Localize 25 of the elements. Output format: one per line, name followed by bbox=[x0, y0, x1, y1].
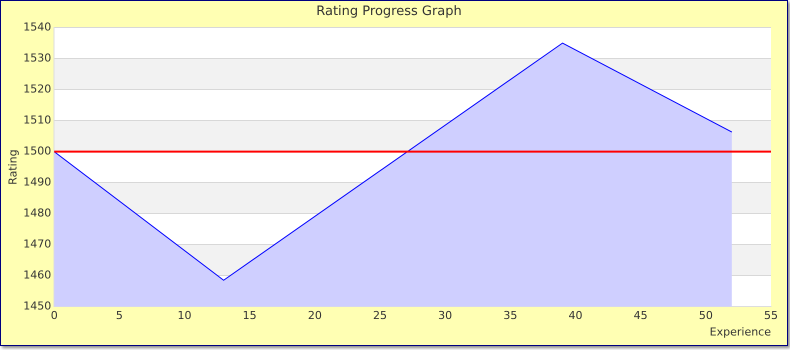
y-tick-label: 1520 bbox=[23, 82, 52, 96]
y-tick-label: 1480 bbox=[23, 206, 52, 220]
x-tick-label: 0 bbox=[50, 309, 58, 322]
y-tick-label: 1490 bbox=[23, 175, 52, 188]
y-tick-label: 1540 bbox=[23, 20, 52, 34]
y-tick-label: 1470 bbox=[23, 237, 52, 250]
x-tick-label: 5 bbox=[116, 309, 123, 322]
y-tick-label: 1500 bbox=[23, 144, 52, 158]
y-tick-label: 1510 bbox=[23, 113, 52, 126]
x-tick-label: 30 bbox=[438, 309, 452, 322]
y-tick-label: 1530 bbox=[23, 51, 52, 64]
x-tick-label: 15 bbox=[242, 309, 257, 322]
chart-title: Rating Progress Graph bbox=[316, 4, 462, 20]
x-axis-title: Experience bbox=[710, 325, 772, 338]
x-tick-label: 50 bbox=[698, 309, 713, 322]
x-tick-label: 25 bbox=[373, 309, 388, 322]
y-tick-label: 1460 bbox=[23, 268, 52, 282]
x-tick-label: 55 bbox=[764, 309, 778, 322]
x-tick-label: 10 bbox=[178, 309, 192, 322]
x-tick-label: 20 bbox=[308, 309, 322, 322]
x-tick-label: 35 bbox=[503, 309, 518, 322]
x-tick-label: 45 bbox=[634, 309, 648, 322]
y-axis-title: Rating bbox=[6, 149, 20, 185]
y-tick-label: 1450 bbox=[23, 299, 52, 312]
x-tick-label: 40 bbox=[568, 309, 583, 322]
